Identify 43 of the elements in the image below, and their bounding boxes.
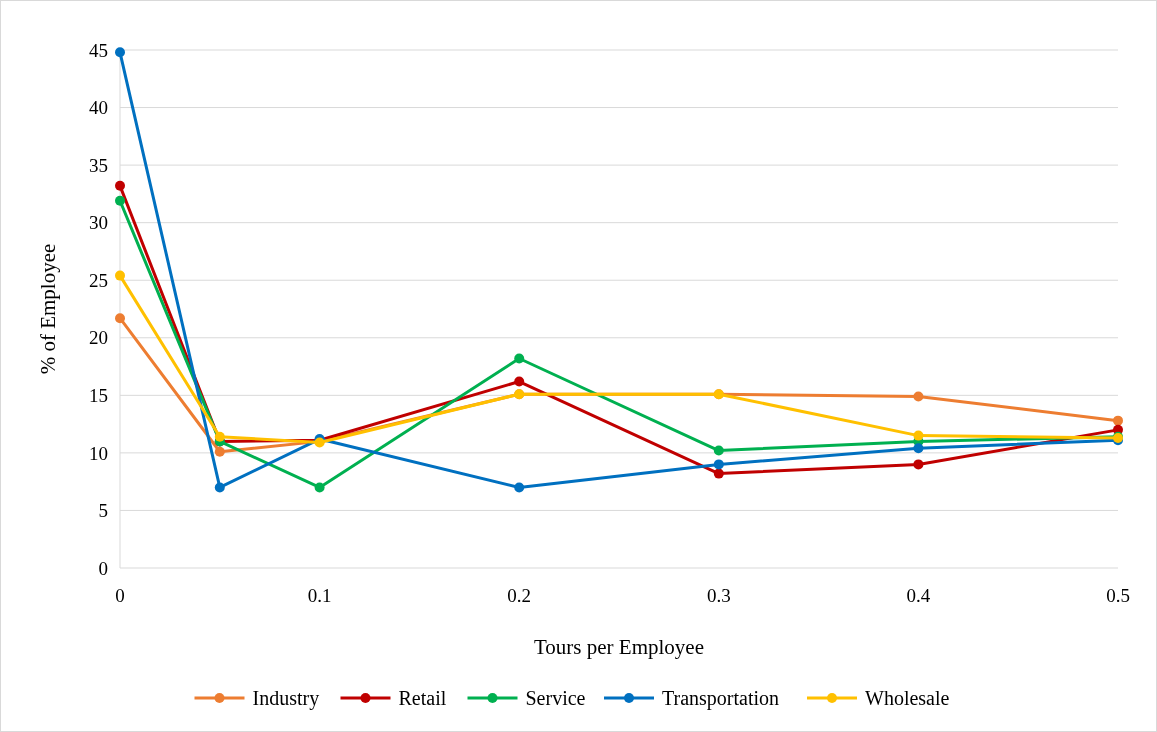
y-tick-label: 15: [89, 384, 108, 406]
legend-label: Industry: [252, 687, 320, 710]
y-tick-label: 20: [89, 327, 108, 349]
x-tick-label: 0.3: [706, 585, 731, 606]
y-tick-label: 40: [89, 97, 108, 119]
x-axis-title: Tours per Employee: [534, 635, 704, 659]
x-tick-label: 0.4: [906, 585, 931, 606]
y-tick-label: 5: [98, 500, 108, 522]
point: [115, 180, 125, 191]
legend-label: Transportation: [662, 687, 780, 710]
legend-label: Retail: [398, 687, 447, 709]
point: [214, 482, 225, 493]
point: [913, 391, 924, 402]
y-tick-label: 25: [89, 269, 108, 291]
point: [913, 430, 924, 441]
point: [314, 482, 325, 493]
point: [115, 313, 125, 324]
x-tick-label: 0: [115, 585, 125, 606]
point: [514, 376, 525, 387]
point: [713, 459, 724, 470]
point: [514, 482, 525, 493]
legend-label: Service: [525, 687, 586, 709]
x-tick-label: 0.1: [307, 585, 332, 606]
y-tick-label: 10: [89, 442, 108, 464]
point: [115, 47, 125, 58]
y-tick-label: 35: [89, 154, 108, 176]
point: [115, 270, 125, 281]
point: [115, 195, 125, 206]
point: [1113, 415, 1123, 426]
point: [214, 431, 225, 442]
x-tick-label: 0.2: [507, 585, 532, 606]
legend-label: Wholesale: [865, 687, 950, 709]
point: [214, 446, 225, 457]
point: [913, 459, 924, 470]
x-tick-label: 0.5: [1106, 585, 1130, 606]
y-tick-label: 45: [89, 39, 108, 61]
point: [514, 353, 525, 364]
point: [713, 468, 724, 479]
y-tick-label: 0: [98, 557, 108, 579]
point: [713, 445, 724, 456]
y-axis-title: % of Employee: [36, 243, 60, 375]
y-tick-label: 30: [89, 212, 108, 234]
point: [913, 443, 924, 454]
